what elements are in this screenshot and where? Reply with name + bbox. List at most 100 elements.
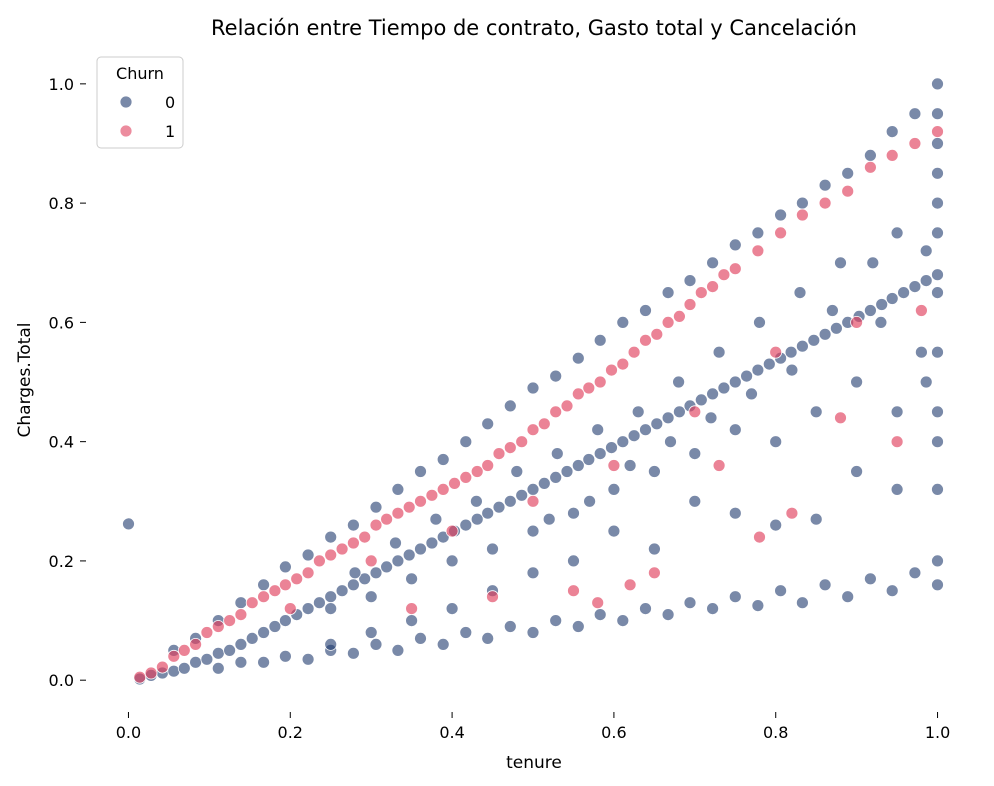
point-churn-0 — [751, 599, 765, 612]
point-churn-0 — [257, 626, 271, 639]
point-churn-1 — [591, 596, 605, 610]
point-churn-0 — [567, 506, 580, 520]
point-churn-1 — [818, 196, 832, 210]
legend-label-1: 1 — [165, 122, 175, 141]
point-churn-0 — [841, 590, 855, 604]
point-churn-0 — [278, 614, 292, 627]
point-churn-0 — [234, 596, 248, 610]
point-churn-0 — [526, 566, 540, 580]
point-churn-1 — [364, 554, 378, 568]
point-churn-1 — [683, 298, 697, 311]
point-churn-1 — [915, 304, 928, 317]
point-churn-1 — [144, 666, 158, 680]
point-churn-1 — [661, 315, 675, 329]
point-churn-0 — [364, 626, 378, 639]
point-churn-0 — [459, 518, 473, 532]
point-churn-0 — [908, 566, 922, 580]
point-churn-0 — [537, 476, 551, 490]
point-churn-0 — [931, 345, 944, 359]
point-churn-0 — [769, 435, 783, 449]
point-churn-0 — [560, 465, 574, 478]
point-churn-0 — [571, 351, 585, 365]
point-churn-1 — [834, 411, 847, 425]
point-churn-0 — [369, 566, 383, 580]
point-churn-0 — [234, 655, 248, 669]
point-churn-0 — [278, 560, 292, 574]
point-churn-0 — [616, 435, 630, 449]
point-churn-0 — [369, 500, 383, 514]
point-churn-0 — [567, 554, 580, 568]
point-churn-0 — [931, 268, 944, 282]
point-churn-1 — [526, 423, 540, 437]
point-churn-1 — [290, 572, 304, 586]
legend: Churn 0 1 — [96, 56, 184, 149]
point-churn-0 — [503, 399, 517, 413]
point-churn-0 — [324, 638, 338, 651]
point-churn-0 — [616, 614, 630, 627]
point-churn-0 — [631, 405, 645, 419]
point-churn-0 — [623, 459, 637, 472]
point-churn-1 — [189, 638, 203, 651]
y-axis: 0.0 0.2 0.4 0.6 0.8 1.0 — [49, 75, 86, 690]
point-churn-0 — [931, 482, 944, 496]
point-churn-0 — [346, 578, 360, 592]
point-churn-0 — [445, 554, 459, 568]
point-churn-0 — [874, 315, 888, 329]
point-churn-0 — [931, 405, 944, 419]
point-churn-0 — [751, 226, 765, 240]
point-churn-0 — [706, 387, 719, 401]
y-tick-label: 0.4 — [49, 433, 74, 452]
legend-frame — [96, 56, 184, 149]
y-axis-label: Charges.Total — [15, 323, 35, 438]
point-churn-0 — [301, 548, 315, 562]
point-churn-0 — [122, 517, 135, 531]
point-churn-0 — [650, 417, 664, 431]
point-churn-0 — [257, 655, 271, 669]
point-churn-0 — [470, 512, 484, 526]
point-churn-1 — [425, 488, 439, 502]
point-churn-1 — [650, 327, 664, 341]
point-churn-0 — [324, 602, 338, 615]
point-churn-1 — [283, 602, 297, 615]
point-churn-0 — [890, 226, 904, 240]
point-churn-0 — [683, 274, 697, 288]
point-churn-1 — [324, 548, 338, 562]
y-tick-label: 0.6 — [49, 313, 74, 332]
point-churn-0 — [358, 572, 372, 586]
point-churn-0 — [830, 321, 843, 335]
point-churn-0 — [672, 375, 685, 389]
point-churn-0 — [549, 470, 563, 484]
point-churn-1 — [627, 345, 641, 359]
point-churn-0 — [850, 465, 863, 478]
point-churn-0 — [414, 632, 427, 645]
point-churn-1 — [648, 566, 661, 580]
point-churn-0 — [526, 524, 540, 538]
point-churn-0 — [796, 596, 809, 610]
point-churn-0 — [346, 646, 360, 660]
point-churn-0 — [324, 590, 338, 604]
y-tick-label: 0.0 — [49, 671, 74, 690]
legend-marker-0 — [119, 95, 133, 109]
point-churn-1 — [481, 459, 495, 472]
point-churn-0 — [234, 638, 248, 651]
point-churn-0 — [335, 584, 349, 598]
point-churn-0 — [785, 363, 799, 377]
point-churn-0 — [864, 304, 877, 317]
point-churn-1 — [470, 465, 484, 478]
x-tick-label: 0.6 — [601, 723, 626, 742]
point-churn-0 — [826, 304, 839, 317]
point-churn-0 — [712, 345, 726, 359]
point-churn-1 — [335, 542, 349, 556]
point-churn-1 — [582, 381, 596, 395]
point-churn-1 — [607, 459, 621, 472]
point-churn-0 — [753, 315, 766, 329]
point-churn-0 — [278, 649, 292, 663]
point-churn-1 — [301, 566, 315, 580]
point-churn-0 — [481, 632, 495, 645]
point-churn-1 — [211, 620, 225, 633]
point-churn-0 — [414, 465, 427, 478]
point-churn-0 — [919, 375, 933, 389]
point-churn-0 — [919, 244, 933, 258]
point-churn-1 — [459, 470, 473, 484]
point-churn-1 — [257, 590, 271, 604]
